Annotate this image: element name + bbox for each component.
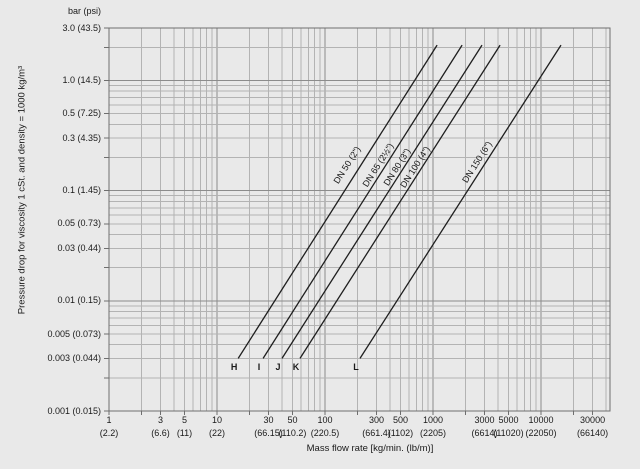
series-label: DN 50 (2") — [331, 144, 363, 186]
series-line — [262, 44, 463, 359]
x-tick-label: 500 — [392, 415, 409, 425]
y-axis-unit-label: bar (psi) — [67, 6, 101, 16]
y-tick-label: 0.001 (0.015) — [47, 405, 101, 416]
x-tick-label: 5 — [181, 415, 187, 425]
x-tick-sublabel: (6.6) — [151, 428, 170, 438]
x-tick-label: 10000 — [528, 415, 554, 425]
series-line — [237, 44, 438, 359]
y-tick-label: 0.01 (0.15) — [57, 295, 101, 306]
x-tick-sublabel: (110.2) — [278, 428, 307, 438]
x-tick-sublabel: (1102) — [387, 428, 414, 438]
y-tick-label: 0.1 (1.45) — [62, 185, 101, 196]
y-tick-label: 0.3 (4.35) — [62, 132, 101, 143]
x-tick-sublabel: (66140) — [577, 428, 609, 438]
x-tick-label: 1000 — [423, 415, 444, 425]
series-letter: K — [292, 362, 300, 372]
series-letter: L — [353, 362, 359, 372]
x-tick-sublabel: (2.2) — [99, 428, 119, 438]
y-tick-label: 3.0 (43.5) — [62, 22, 101, 33]
series-line — [359, 44, 562, 359]
x-tick-label: 5000 — [498, 415, 519, 425]
x-tick-label: 30 — [263, 415, 274, 425]
y-tick-label: 0.5 (7.25) — [62, 108, 101, 119]
x-tick-label: 1 — [106, 415, 112, 425]
x-tick-sublabel: (11) — [176, 428, 193, 438]
series-line — [299, 44, 501, 359]
x-tick-label: 300 — [369, 415, 385, 425]
x-tick-sublabel: (6614) — [471, 428, 498, 438]
x-tick-label: 30000 — [580, 415, 606, 425]
x-axis-title: Mass flow rate [kg/min. (lb/m)] — [306, 443, 434, 454]
y-tick-label: 0.03 (0.44) — [57, 242, 101, 253]
x-tick-label: 3000 — [474, 415, 495, 425]
x-tick-sublabel: (661.4) — [362, 428, 391, 438]
series-letter: H — [230, 362, 238, 372]
x-tick-sublabel: (22) — [208, 428, 225, 438]
x-tick-label: 3 — [158, 415, 164, 425]
series-line — [281, 44, 483, 359]
x-tick-sublabel: (22050) — [525, 428, 557, 438]
x-tick-sublabel: (220.5) — [310, 428, 340, 438]
x-tick-label: 100 — [317, 415, 333, 425]
x-tick-sublabel: (2205) — [420, 428, 447, 438]
x-tick-sublabel: (66.15) — [254, 428, 283, 438]
y-tick-label: 0.003 (0.044) — [47, 352, 101, 363]
series-letter: I — [257, 362, 261, 372]
y-tick-label: 0.05 (0.73) — [57, 218, 101, 229]
x-tick-label: 10 — [211, 415, 222, 425]
x-tick-label: 50 — [287, 415, 298, 425]
y-tick-label: 0.005 (0.073) — [47, 328, 101, 339]
series-letter: J — [275, 362, 281, 372]
y-tick-label: 1.0 (14.5) — [62, 75, 101, 86]
x-tick-sublabel: (11020) — [493, 428, 524, 438]
series-label: DN 150 (6") — [460, 138, 494, 185]
